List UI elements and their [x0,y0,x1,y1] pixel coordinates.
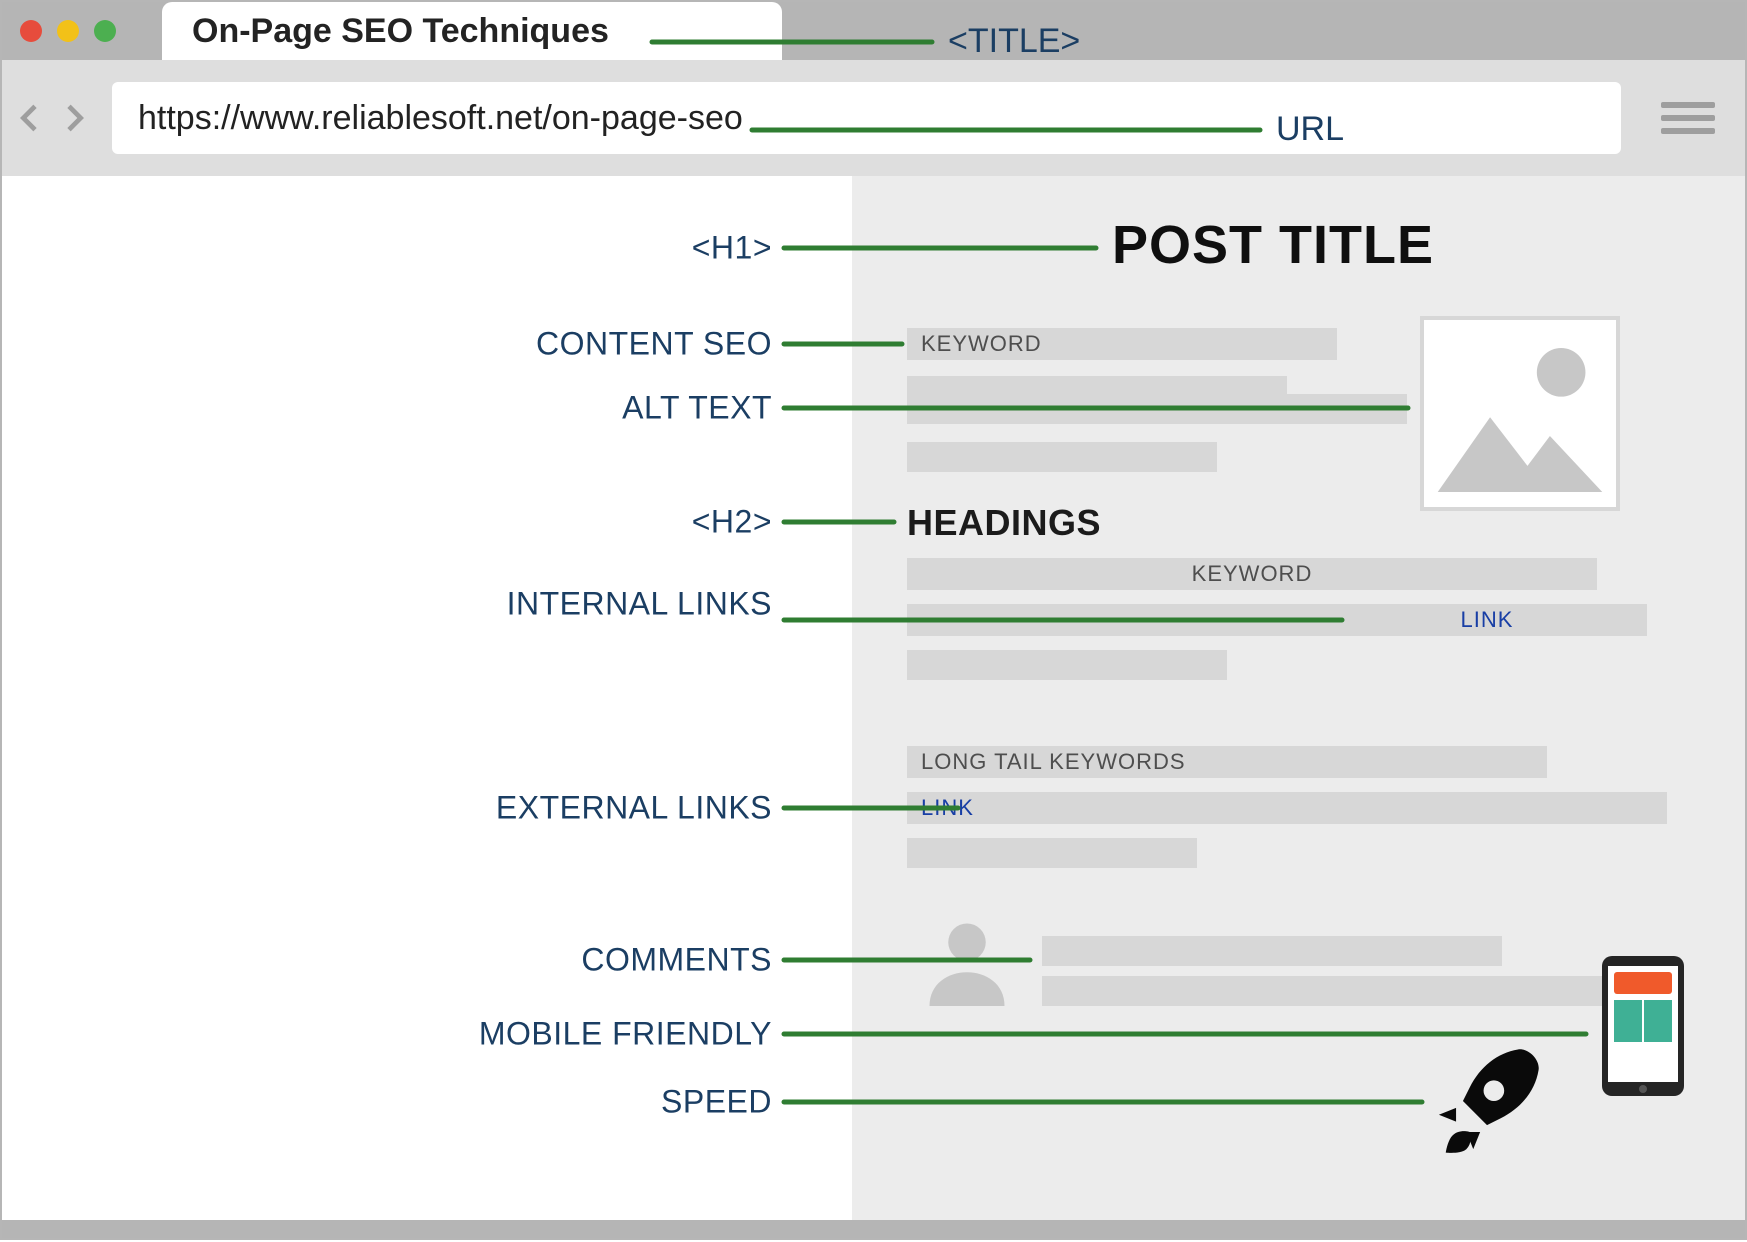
rocket-icon [1432,1046,1542,1156]
image-placeholder [1420,316,1620,511]
para-line [907,394,1407,424]
address-bar[interactable]: https://www.reliablesoft.net/on-page-seo [112,82,1621,154]
annot-comments: COMMENTS [581,942,772,979]
post-title: POST TITLE [1112,214,1434,276]
para-line-longtail: LONG TAIL KEYWORDS [907,746,1547,778]
longtail-label: LONG TAIL KEYWORDS [907,746,1547,778]
window-controls [20,20,116,42]
annotations-column: <H1> CONTENT SEO ALT TEXT <H2> INTERNAL … [2,176,852,1220]
tab-title: On-Page SEO Techniques [192,12,609,51]
maximize-icon[interactable] [94,20,116,42]
comment-line [1042,936,1502,966]
link2-label: LINK [907,792,1667,824]
annot-alt-text: ALT TEXT [622,390,772,427]
para-line-link2: LINK [907,792,1667,824]
annot-url: URL [1276,110,1344,149]
bottom-strip [2,1220,1745,1238]
annot-external-links: EXTERNAL LINKS [496,790,772,827]
annot-content-seo: CONTENT SEO [536,326,772,363]
page-body: <H1> CONTENT SEO ALT TEXT <H2> INTERNAL … [2,176,1745,1220]
annot-internal-links: INTERNAL LINKS [507,586,772,623]
annot-mobile: MOBILE FRIENDLY [479,1016,772,1053]
keyword2-label: KEYWORD [907,558,1597,590]
minimize-icon[interactable] [57,20,79,42]
browser-tab[interactable]: On-Page SEO Techniques [162,2,782,60]
annot-h2: <H2> [692,504,772,541]
nav-arrows [10,98,94,138]
tab-strip: On-Page SEO Techniques [2,2,1745,60]
para-line-keyword: KEYWORD [907,328,1337,360]
para-line [907,650,1227,680]
keyword-label: KEYWORD [907,328,1337,360]
annot-title: <TITLE> [948,22,1080,61]
para-line [907,442,1217,472]
forward-icon[interactable] [54,98,94,138]
toolbar: https://www.reliablesoft.net/on-page-seo [2,60,1745,176]
comment-line [1042,976,1602,1006]
annot-h1: <H1> [692,230,772,267]
para-line-link: LINK [907,604,1647,636]
para-line-keyword-2: KEYWORD [907,558,1597,590]
browser-window: On-Page SEO Techniques https://www.relia… [0,0,1747,1240]
close-icon[interactable] [20,20,42,42]
para-line [907,838,1197,868]
avatar-icon [922,916,1012,1006]
menu-icon[interactable] [1661,98,1715,138]
back-icon[interactable] [10,98,50,138]
phone-icon [1602,956,1684,1096]
link-label: LINK [907,604,1647,636]
annot-speed: SPEED [661,1084,772,1121]
page-content: POST TITLE KEYWORD HEADINGS KEYWORD LINK [852,176,1745,1220]
headings-heading: HEADINGS [907,502,1101,544]
url-text: https://www.reliablesoft.net/on-page-seo [138,99,743,138]
